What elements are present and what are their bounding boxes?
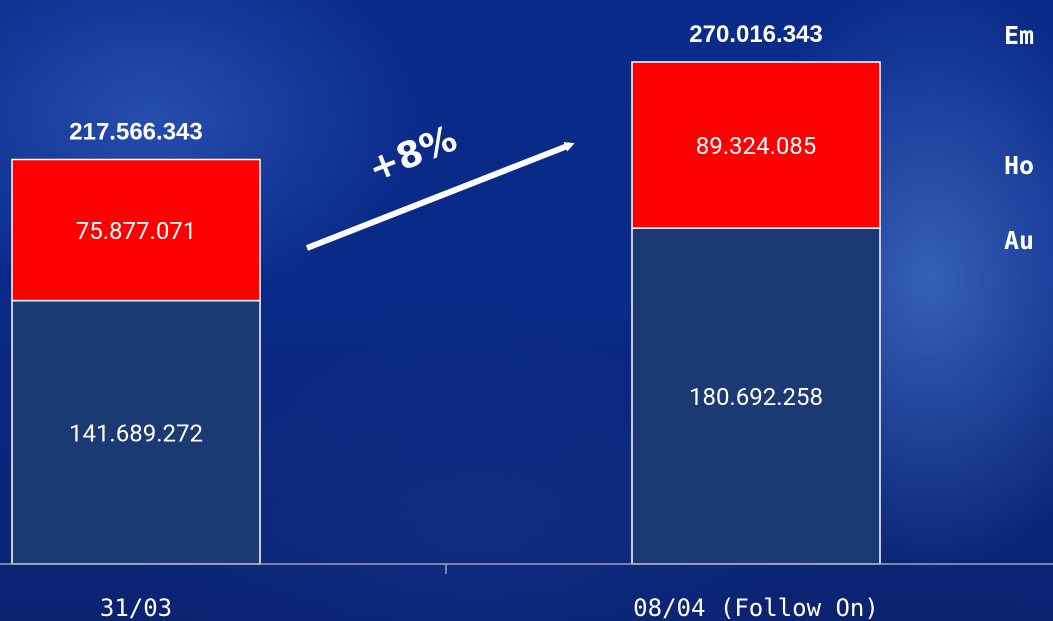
legend-text-3: Au xyxy=(1004,226,1034,255)
bar-value-label-0-0: 141.689.272 xyxy=(69,419,203,447)
x-tick-label-0: 31/03 xyxy=(100,594,172,621)
bar-total-label-1: 270.016.343 xyxy=(689,21,822,48)
bar-seg-0-1 xyxy=(11,158,261,302)
bars-group: 141.689.272 75.877.071 217.566.343 180.692.… xyxy=(11,21,881,565)
bar-value-label-1-1: 89.324.085 xyxy=(696,132,817,160)
x-tick-labels: 31/03 08/04 (Follow On) xyxy=(100,594,879,621)
bar-seg-0-0 xyxy=(11,299,261,565)
legend-text-1: Em xyxy=(1004,21,1034,50)
bar-value-label-1-0: 180.692.258 xyxy=(689,383,823,411)
legend-text-2: Ho xyxy=(1004,151,1034,180)
growth-annotation: +8% xyxy=(305,118,575,251)
bar-seg-1-1 xyxy=(631,61,881,229)
legend: Em Ho Au xyxy=(1004,21,1034,255)
bar-total-label-0: 217.566.343 xyxy=(69,119,202,146)
growth-label: +8% xyxy=(363,118,463,190)
bar-value-label-0-1: 75.877.071 xyxy=(76,217,197,245)
growth-arrow xyxy=(305,142,575,251)
x-tick-label-1: 08/04 (Follow On) xyxy=(633,594,879,621)
